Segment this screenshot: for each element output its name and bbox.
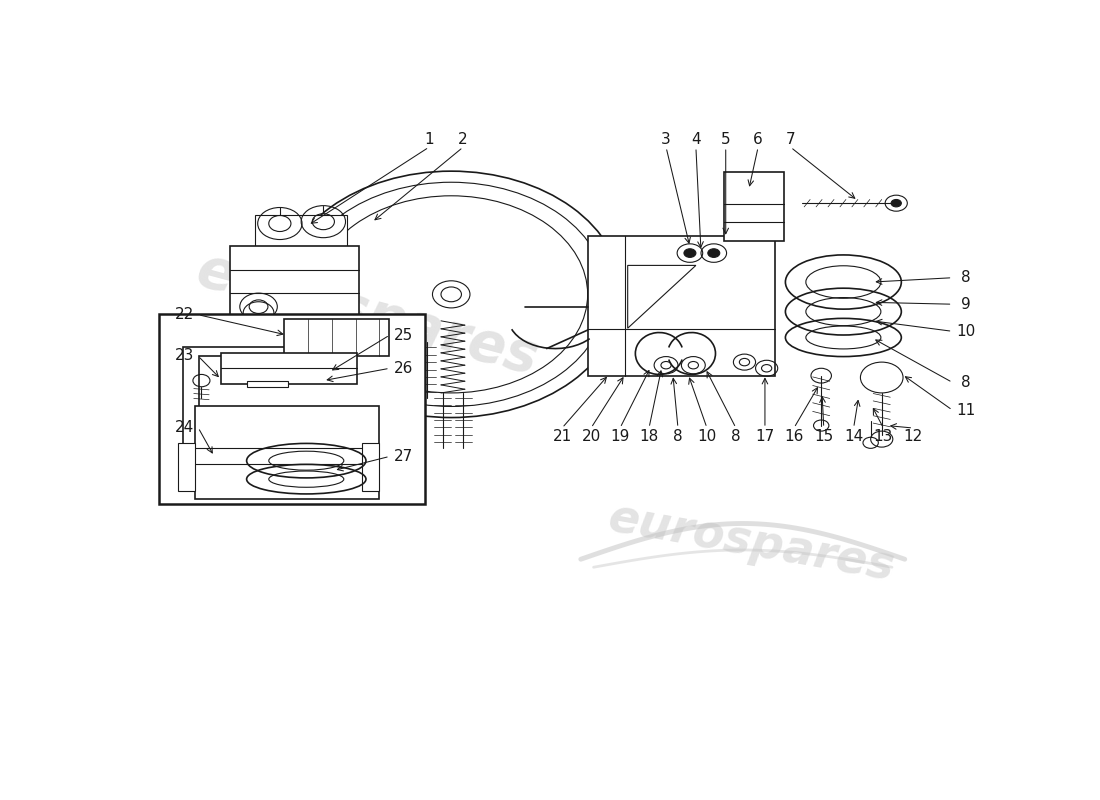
Bar bbox=[196, 406, 378, 499]
Text: 11: 11 bbox=[957, 402, 976, 418]
Polygon shape bbox=[183, 347, 321, 483]
Text: 22: 22 bbox=[175, 307, 194, 322]
Text: 15: 15 bbox=[814, 429, 834, 443]
Text: 10: 10 bbox=[957, 324, 976, 339]
Text: 1: 1 bbox=[425, 132, 433, 146]
Circle shape bbox=[707, 249, 719, 258]
Text: 16: 16 bbox=[784, 429, 804, 443]
Text: 7: 7 bbox=[785, 132, 795, 146]
Bar bbox=[246, 382, 287, 387]
Text: 8: 8 bbox=[673, 429, 683, 443]
Bar bbox=[362, 443, 378, 491]
Bar bbox=[158, 314, 425, 504]
Text: 26: 26 bbox=[394, 361, 414, 376]
Text: 25: 25 bbox=[394, 327, 414, 342]
Circle shape bbox=[441, 287, 462, 302]
Text: eurospares: eurospares bbox=[605, 495, 898, 590]
Bar bbox=[230, 319, 276, 330]
Text: 13: 13 bbox=[873, 429, 893, 443]
Circle shape bbox=[684, 249, 696, 258]
Text: 19: 19 bbox=[610, 429, 629, 443]
Text: 12: 12 bbox=[904, 429, 923, 443]
Text: 9: 9 bbox=[961, 297, 971, 312]
Bar bbox=[587, 236, 775, 376]
Text: 20: 20 bbox=[582, 429, 601, 443]
Text: 8: 8 bbox=[732, 429, 740, 443]
Text: 8: 8 bbox=[961, 375, 971, 390]
Polygon shape bbox=[628, 266, 696, 328]
Text: 8: 8 bbox=[961, 270, 971, 286]
Bar bbox=[178, 443, 196, 491]
Bar bbox=[255, 215, 348, 247]
Text: eurospares: eurospares bbox=[191, 243, 544, 386]
Polygon shape bbox=[284, 319, 389, 356]
Text: 4: 4 bbox=[691, 132, 701, 146]
Text: 2: 2 bbox=[459, 132, 468, 146]
Bar bbox=[230, 246, 359, 319]
Text: 10: 10 bbox=[697, 429, 716, 443]
Text: 24: 24 bbox=[175, 420, 194, 435]
Text: 5: 5 bbox=[720, 132, 730, 146]
Text: 17: 17 bbox=[756, 429, 774, 443]
Text: 18: 18 bbox=[639, 429, 659, 443]
Text: 14: 14 bbox=[844, 429, 864, 443]
Text: 27: 27 bbox=[394, 449, 414, 464]
Text: 21: 21 bbox=[552, 429, 572, 443]
Circle shape bbox=[891, 199, 901, 207]
Text: 6: 6 bbox=[754, 132, 763, 146]
Bar bbox=[724, 172, 783, 241]
Text: 23: 23 bbox=[175, 349, 194, 363]
Text: 3: 3 bbox=[661, 132, 671, 146]
Bar bbox=[221, 354, 358, 384]
